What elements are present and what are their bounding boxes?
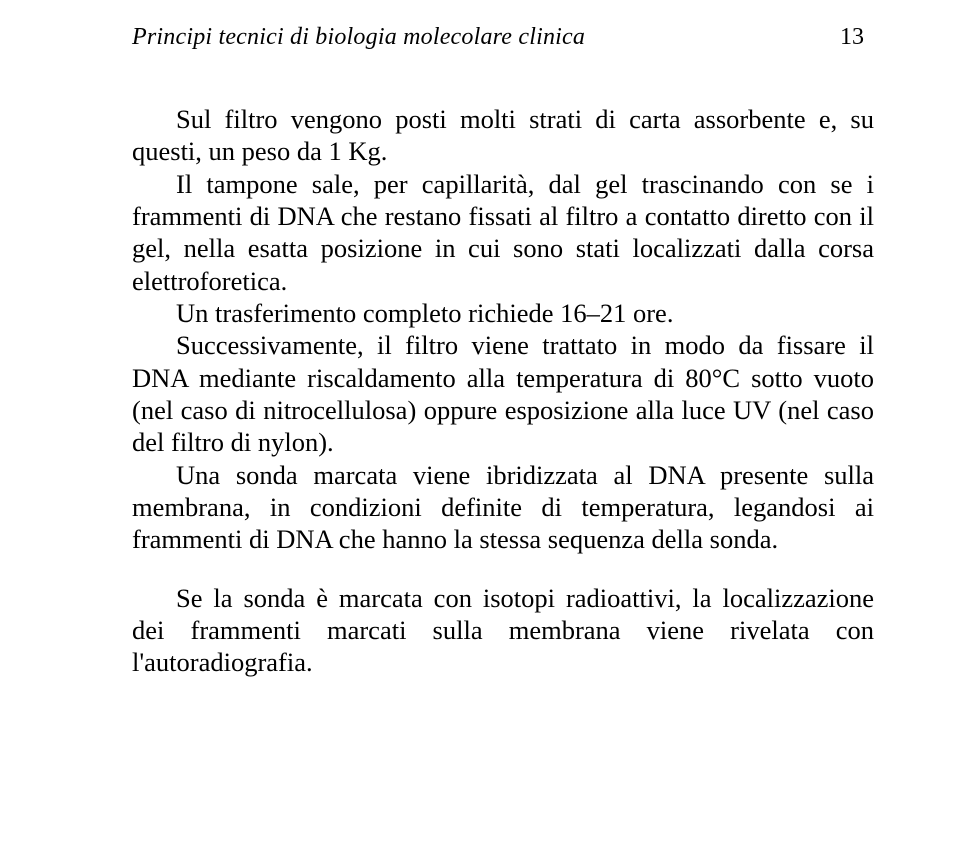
paragraph: Se la sonda è marcata con isotopi radioa…: [132, 582, 874, 679]
document-page: Principi tecnici di biologia molecolare …: [0, 0, 960, 863]
paragraph: Il tampone sale, per capillarità, dal ge…: [132, 168, 874, 297]
paragraph: Un trasferimento completo richiede 16–21…: [132, 297, 874, 329]
paragraph: Una sonda marcata viene ibridizzata al D…: [132, 459, 874, 556]
running-header: Principi tecnici di biologia molecolare …: [132, 24, 874, 51]
paragraph-gap: [132, 556, 874, 582]
paragraph: Successivamente, il filtro viene trattat…: [132, 329, 874, 458]
running-title: Principi tecnici di biologia molecolare …: [132, 24, 585, 51]
page-number: 13: [840, 24, 864, 51]
paragraph: Sul filtro vengono posti molti strati di…: [132, 103, 874, 168]
body-text: Sul filtro vengono posti molti strati di…: [132, 103, 874, 679]
